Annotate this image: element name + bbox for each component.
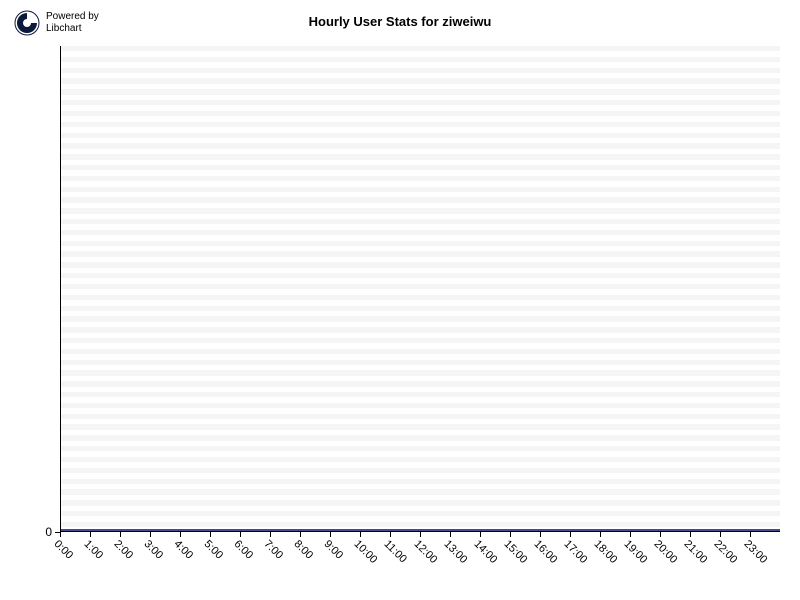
x-tick-mark <box>420 532 421 537</box>
y-tick-label: 0 <box>45 525 52 539</box>
x-ticks: 0:001:002:003:004:005:006:007:008:009:00… <box>60 532 780 592</box>
x-tick-label: 14:00 <box>472 538 500 566</box>
x-tick-mark <box>630 532 631 537</box>
x-tick-label: 6:00 <box>232 538 256 562</box>
x-tick-label: 15:00 <box>502 538 530 566</box>
x-tick-mark <box>360 532 361 537</box>
x-tick-label: 23:00 <box>742 538 770 566</box>
x-tick-mark <box>120 532 121 537</box>
x-tick-mark <box>600 532 601 537</box>
x-tick-label: 9:00 <box>322 538 346 562</box>
y-axis-line <box>60 46 61 532</box>
chart-title: Hourly User Stats for ziweiwu <box>0 14 800 29</box>
x-tick-mark <box>720 532 721 537</box>
bar-layer <box>60 46 780 532</box>
x-tick-label: 20:00 <box>652 538 680 566</box>
x-tick-mark <box>270 532 271 537</box>
x-tick-label: 18:00 <box>592 538 620 566</box>
x-tick-label: 0:00 <box>52 538 76 562</box>
x-tick-label: 12:00 <box>412 538 440 566</box>
x-tick-mark <box>240 532 241 537</box>
x-tick-mark <box>300 532 301 537</box>
x-tick-mark <box>150 532 151 537</box>
x-tick-mark <box>690 532 691 537</box>
x-tick-mark <box>330 532 331 537</box>
plot-area: 0 0:001:002:003:004:005:006:007:008:009:… <box>60 46 780 532</box>
x-tick-label: 17:00 <box>562 538 590 566</box>
x-tick-mark <box>750 532 751 537</box>
x-tick-mark <box>450 532 451 537</box>
x-tick-label: 22:00 <box>712 538 740 566</box>
x-tick-label: 16:00 <box>532 538 560 566</box>
x-tick-label: 4:00 <box>172 538 196 562</box>
x-tick-label: 1:00 <box>82 538 106 562</box>
x-tick-label: 8:00 <box>292 538 316 562</box>
x-tick-mark <box>480 532 481 537</box>
x-tick-mark <box>180 532 181 537</box>
x-tick-mark <box>210 532 211 537</box>
x-tick-mark <box>660 532 661 537</box>
x-tick-label: 19:00 <box>622 538 650 566</box>
x-tick-label: 13:00 <box>442 538 470 566</box>
x-tick-label: 10:00 <box>352 538 380 566</box>
x-tick-mark <box>390 532 391 537</box>
x-tick-mark <box>570 532 571 537</box>
x-tick-label: 5:00 <box>202 538 226 562</box>
x-tick-label: 2:00 <box>112 538 136 562</box>
x-tick-label: 11:00 <box>382 538 409 565</box>
x-tick-mark <box>90 532 91 537</box>
x-tick-mark <box>60 532 61 537</box>
x-tick-label: 7:00 <box>262 538 286 562</box>
x-tick-mark <box>540 532 541 537</box>
x-tick-label: 21:00 <box>682 538 710 566</box>
x-tick-label: 3:00 <box>142 538 166 562</box>
x-tick-mark <box>510 532 511 537</box>
